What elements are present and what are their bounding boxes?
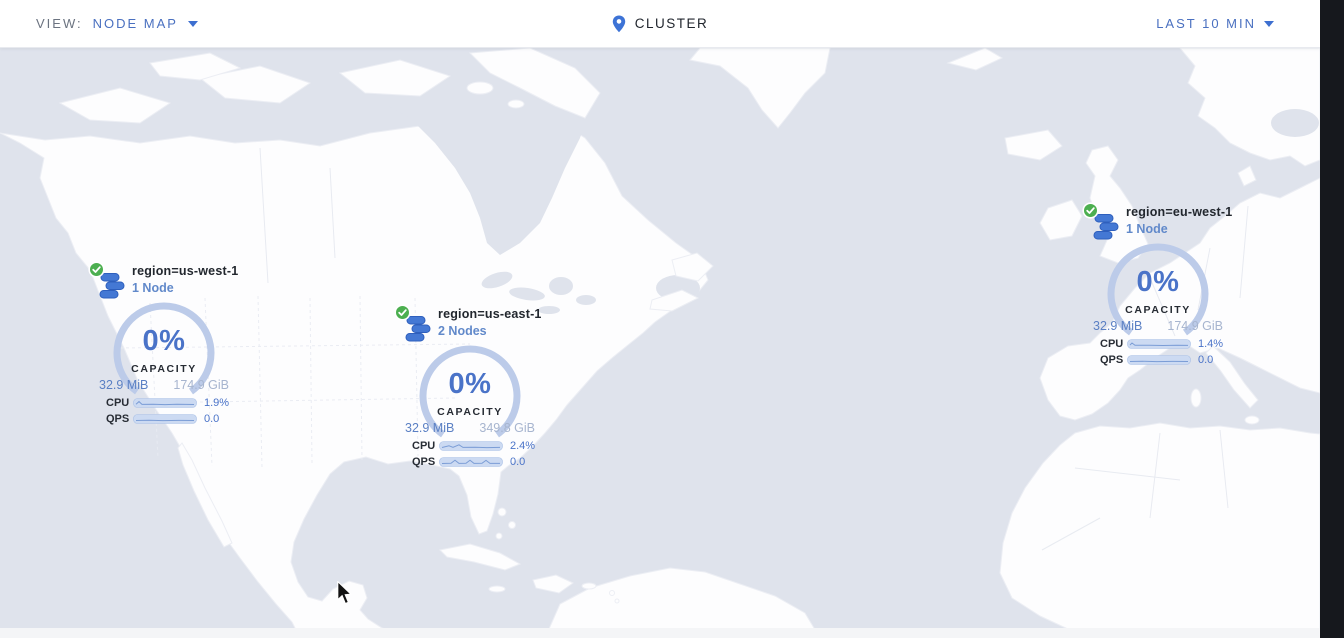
toolbar: VIEW: NODE MAP CLUSTER LAST 10 MIN	[0, 0, 1320, 48]
capacity-label: CAPACITY	[131, 363, 197, 375]
cpu-sparkline	[133, 398, 197, 408]
cpu-stat-row: CPU 1.9%	[96, 397, 232, 409]
qps-label: QPS	[1100, 354, 1124, 366]
cpu-value: 1.4%	[1198, 338, 1224, 350]
marker-icons	[88, 261, 128, 305]
screen-edge-strip	[1320, 0, 1344, 638]
green-check-icon	[394, 304, 411, 321]
world-map	[0, 48, 1320, 638]
gauge-arc	[419, 345, 521, 447]
region-marker-eu-west-1[interactable]: region=eu-west-1 1 Node 0% CAPACITY 32.9…	[1082, 202, 1232, 368]
capacity-label: CAPACITY	[1125, 304, 1191, 316]
region-label: region=eu-west-1	[1126, 205, 1233, 219]
qps-label: QPS	[412, 456, 436, 468]
cpu-value: 1.9%	[204, 397, 230, 409]
chevron-down-icon[interactable]	[1264, 21, 1274, 27]
green-check-icon	[1082, 202, 1099, 219]
chevron-down-icon[interactable]	[187, 21, 198, 27]
cpu-label: CPU	[1100, 338, 1124, 350]
gauge-arc	[113, 302, 215, 404]
database-stack-icon	[405, 316, 431, 342]
time-range-value[interactable]: LAST 10 MIN	[1156, 16, 1256, 31]
capacity-used: 32.9 MiB	[99, 378, 149, 392]
capacity-values: 32.9 MiB 174.9 GiB	[96, 378, 232, 392]
green-check-icon	[88, 261, 105, 278]
qps-stat-row: QPS 0.0	[402, 456, 538, 468]
time-range-selector[interactable]: LAST 10 MIN	[1156, 16, 1274, 31]
cpu-value: 2.4%	[510, 440, 536, 452]
node-count[interactable]: 2 Nodes	[438, 324, 487, 338]
cpu-stat-row: CPU 1.4%	[1090, 338, 1226, 350]
capacity-label: CAPACITY	[437, 406, 503, 418]
cpu-label: CPU	[412, 440, 436, 452]
marker-head: region=us-east-1 2 Nodes	[438, 307, 542, 338]
marker-head: region=eu-west-1 1 Node	[1126, 205, 1232, 236]
capacity-used: 32.9 MiB	[1093, 319, 1143, 333]
breadcrumb-label: CLUSTER	[634, 16, 709, 31]
node-count[interactable]: 1 Node	[1126, 222, 1168, 236]
cpu-sparkline	[439, 441, 503, 451]
qps-value: 0.0	[510, 456, 526, 468]
capacity-percent: 0%	[448, 368, 492, 400]
capacity-percent: 0%	[1136, 266, 1180, 298]
qps-label: QPS	[106, 413, 130, 425]
capacity-gauge: 0% CAPACITY	[110, 301, 218, 409]
capacity-used: 32.9 MiB	[405, 421, 455, 435]
capacity-total: 174.9 GiB	[1167, 319, 1223, 333]
view-value[interactable]: NODE MAP	[92, 16, 178, 31]
region-marker-us-east-1[interactable]: region=us-east-1 2 Nodes 0% CAPACITY 32.…	[394, 304, 541, 470]
view-selector[interactable]: VIEW: NODE MAP	[36, 16, 198, 31]
database-stack-icon	[1093, 214, 1119, 240]
cpu-label: CPU	[106, 397, 130, 409]
view-label: VIEW:	[36, 16, 83, 31]
marker-icons	[394, 304, 434, 348]
region-label: region=us-east-1	[438, 307, 542, 321]
qps-sparkline	[439, 457, 503, 467]
breadcrumb: CLUSTER	[0, 15, 1320, 33]
cpu-stat-row: CPU 2.4%	[402, 440, 538, 452]
capacity-percent: 0%	[142, 325, 186, 357]
region-label: region=us-west-1	[132, 264, 239, 278]
gauge-arc	[1107, 243, 1209, 345]
qps-value: 0.0	[204, 413, 220, 425]
capacity-total: 349.8 GiB	[479, 421, 535, 435]
capacity-values: 32.9 MiB 174.9 GiB	[1090, 319, 1226, 333]
map-pin-icon	[612, 15, 625, 32]
map-canvas[interactable]: region=us-west-1 1 Node 0% CAPACITY 32.9…	[0, 48, 1320, 638]
qps-sparkline	[133, 414, 197, 424]
node-count[interactable]: 1 Node	[132, 281, 174, 295]
marker-icons	[1082, 202, 1122, 246]
marker-head: region=us-west-1 1 Node	[132, 264, 238, 295]
capacity-gauge: 0% CAPACITY	[416, 344, 524, 452]
capacity-gauge: 0% CAPACITY	[1104, 242, 1212, 350]
cpu-sparkline	[1127, 339, 1191, 349]
database-stack-icon	[99, 273, 125, 299]
capacity-total: 174.9 GiB	[173, 378, 229, 392]
qps-sparkline	[1127, 355, 1191, 365]
region-marker-us-west-1[interactable]: region=us-west-1 1 Node 0% CAPACITY 32.9…	[88, 261, 238, 427]
qps-stat-row: QPS 0.0	[96, 413, 232, 425]
qps-value: 0.0	[1198, 354, 1214, 366]
qps-stat-row: QPS 0.0	[1090, 354, 1226, 366]
capacity-values: 32.9 MiB 349.8 GiB	[402, 421, 538, 435]
